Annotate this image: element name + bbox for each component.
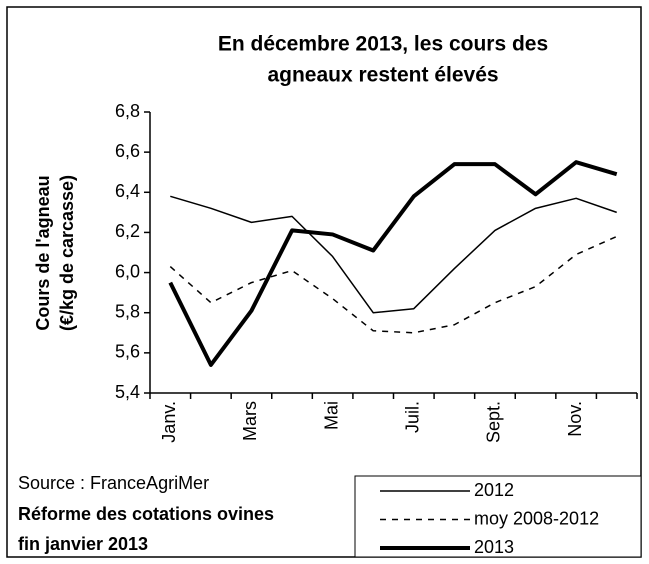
x-tick-label: Mai: [321, 401, 341, 430]
note: fin janvier 2013: [18, 534, 148, 554]
legend-label: 2012: [474, 480, 514, 500]
y-tick-label: 5,8: [115, 301, 140, 321]
legend-box: [354, 475, 642, 558]
legend-label: 2013: [474, 537, 514, 557]
y-tick-label: 6,6: [115, 141, 140, 161]
x-tick-label: Janv.: [159, 401, 179, 443]
x-tick-label: Nov.: [565, 401, 585, 437]
chart-title: agneaux restent élevés: [267, 64, 498, 87]
x-tick-label: Sept.: [484, 401, 504, 443]
series-line: [168, 160, 618, 367]
y-tick-label: 6,4: [115, 181, 140, 201]
series-line: [170, 195, 617, 314]
y-tick-label: 5,4: [115, 382, 140, 402]
y-axis-label: Cours de l'agneau: [33, 175, 53, 330]
y-axis-label: (€/kg de carcasse): [57, 175, 77, 331]
y-tick-label: 6,2: [115, 221, 140, 241]
chart-title: En décembre 2013, les cours des: [218, 33, 548, 56]
x-tick-label: Mars: [240, 401, 260, 441]
y-tick-label: 6,8: [115, 101, 140, 121]
y-tick-label: 5,6: [115, 342, 140, 362]
legend-label: moy 2008-2012: [474, 508, 599, 528]
source: Source : FranceAgriMer: [18, 473, 209, 493]
series-line: [169, 235, 618, 334]
frame: [6, 6, 642, 558]
x-tick-label: Juil.: [403, 401, 423, 433]
y-tick-label: 6,0: [115, 261, 140, 281]
note: Réforme des cotations ovines: [18, 504, 274, 524]
